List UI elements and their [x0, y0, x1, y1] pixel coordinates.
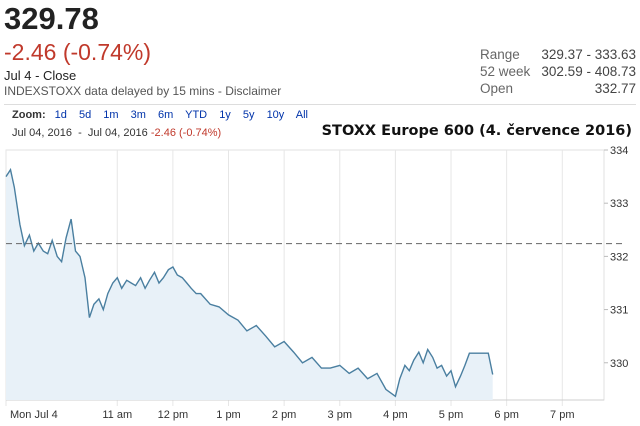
y-tick-label: 331 — [610, 305, 628, 317]
stat-row-range: Range 329.37 - 333.63 — [480, 46, 636, 63]
range-change: -2.46 (-0.74%) — [150, 127, 222, 139]
area-fill — [6, 169, 493, 400]
range-end-date[interactable]: Jul 04, 2016 — [87, 127, 148, 139]
stat-label: Range — [480, 47, 520, 62]
zoom-1d-button[interactable]: 1d — [54, 109, 67, 121]
y-tick-label: 332 — [610, 251, 628, 263]
x-tick-label: 7 pm — [550, 409, 574, 421]
stat-label: 52 week — [480, 64, 531, 79]
stat-value: 332.77 — [594, 81, 636, 96]
x-tick-label: Mon Jul 4 — [10, 409, 58, 421]
x-tick-label: 11 am — [102, 409, 132, 421]
zoom-6m-button[interactable]: 6m — [157, 109, 174, 121]
range-separator: - — [78, 127, 82, 139]
zoom-5d-button[interactable]: 5d — [78, 109, 92, 121]
x-tick-label: 2 pm — [272, 409, 296, 421]
price-change: -2.46 (-0.74%) — [4, 39, 152, 65]
stat-row-open: Open 332.77 — [480, 80, 636, 97]
chart-title: STOXX Europe 600 (4. července 2016) — [321, 123, 632, 139]
last-price: 329.78 — [4, 1, 99, 36]
chart-toolbar: Zoom: 1d 5d 1m 3m 6m YTD 1y 5y 10y All J… — [4, 104, 636, 147]
as-of-label: Jul 4 - Close — [4, 68, 77, 83]
stat-value: 302.59 - 408.73 — [541, 64, 636, 79]
x-axis: Mon Jul 4 11 am 12 pm 1 pm 2 pm 3 pm 4 pm 5 pm 6… — [10, 409, 575, 421]
price-chart[interactable]: Mon Jul 4 11 am 12 pm 1 pm 2 pm 3 pm 4 pm 5 pm 6… — [0, 146, 640, 426]
stats-panel: Range 329.37 - 333.63 52 week 302.59 - 4… — [480, 46, 636, 97]
x-tick-label: 12 pm — [158, 409, 189, 421]
x-tick-label: 1 pm — [216, 409, 240, 421]
stat-value: 329.37 - 333.63 — [541, 47, 636, 62]
zoom-label: Zoom: — [12, 109, 46, 121]
range-start-date[interactable]: Jul 04, 2016 — [12, 127, 72, 139]
zoom-ytd-button[interactable]: YTD — [185, 109, 208, 121]
delay-disclaimer[interactable]: INDEXSTOXX data delayed by 15 mins - Dis… — [4, 84, 282, 98]
stat-label: Open — [480, 81, 514, 96]
y-tick-label: 333 — [610, 198, 628, 210]
x-tick-label: 5 pm — [439, 409, 463, 421]
price-line — [5, 167, 494, 398]
zoom-5y-button[interactable]: 5y — [242, 109, 255, 121]
y-axis: 330 331 332 333 334 — [610, 146, 628, 370]
y-tick-label: 334 — [610, 146, 628, 157]
zoom-1m-button[interactable]: 1m — [103, 109, 119, 121]
zoom-bar: Zoom: 1d 5d 1m 3m 6m YTD 1y 5y 10y All — [12, 109, 317, 121]
stat-row-52week: 52 week 302.59 - 408.73 — [480, 63, 636, 80]
x-tick-label: 4 pm — [383, 409, 407, 421]
y-tick-label: 330 — [610, 358, 628, 370]
x-tick-label: 6 pm — [494, 409, 518, 421]
zoom-1y-button[interactable]: 1y — [219, 109, 231, 121]
zoom-3m-button[interactable]: 3m — [130, 109, 146, 121]
date-range: Jul 04, 2016 - Jul 04, 2016 -2.46 (-0.74… — [12, 127, 221, 139]
x-tick-label: 3 pm — [328, 409, 352, 421]
zoom-all-button[interactable]: All — [295, 109, 308, 121]
zoom-10y-button[interactable]: 10y — [266, 109, 285, 121]
